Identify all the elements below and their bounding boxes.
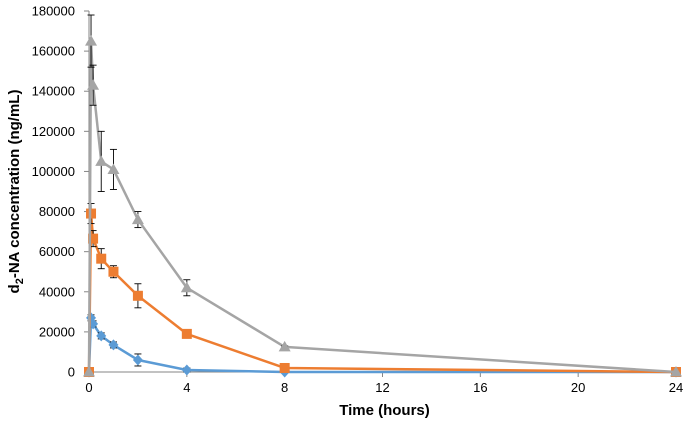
x-tick-label: 4 — [183, 380, 190, 395]
axes: 0 20000 40000 60000 80000 100000 120000 140000 1… — [32, 4, 684, 396]
x-tick-label: 24 — [669, 380, 683, 395]
data-point-triangle — [278, 340, 291, 352]
data-point-diamond — [108, 339, 119, 351]
data-point-square — [279, 362, 290, 373]
data-point-diamond — [132, 354, 143, 366]
data-point-triangle — [85, 35, 98, 46]
data-point-triangle — [83, 366, 95, 377]
data-point-square — [96, 253, 107, 264]
x-tick-label: 16 — [473, 380, 487, 395]
x-tick-label: 20 — [571, 380, 585, 395]
data-point-triangle — [95, 155, 108, 166]
y-tick-label: 60000 — [39, 244, 75, 259]
series-3 — [83, 14, 682, 377]
y-tick-label: 40000 — [39, 284, 75, 299]
x-tick-label: 8 — [281, 380, 288, 395]
series-line — [87, 39, 677, 374]
data-point-square — [108, 266, 119, 277]
y-axis-title-subscript: 2 — [14, 278, 26, 284]
x-axis-title: Time (hours) — [339, 402, 430, 419]
y-axis-title-rest: -NA concentration (ng/mL) — [6, 90, 23, 279]
y-tick-label: 0 — [68, 365, 75, 380]
x-tick-label: 12 — [375, 380, 389, 395]
y-axis-title: d2-NA concentration (ng/mL) — [6, 90, 26, 294]
data-point-diamond — [181, 364, 192, 376]
y-tick-label: 140000 — [32, 84, 75, 99]
series-layer — [83, 14, 682, 378]
data-point-triangle — [107, 163, 120, 174]
y-tick-label: 180000 — [32, 4, 75, 19]
data-point-triangle — [670, 366, 682, 377]
data-point-triangle — [87, 79, 100, 90]
data-point-triangle — [131, 213, 144, 225]
series-line — [87, 212, 677, 374]
data-point-square — [132, 290, 143, 301]
data-point-square — [88, 233, 99, 244]
data-point-triangle — [180, 281, 193, 293]
series-2 — [84, 203, 681, 377]
y-tick-label: 100000 — [32, 164, 75, 179]
y-tick-label: 160000 — [32, 44, 75, 59]
y-axis-title-main: d — [6, 284, 23, 293]
x-tick-label: 0 — [85, 380, 92, 395]
data-point-diamond — [96, 330, 107, 342]
y-tick-label: 120000 — [32, 124, 75, 139]
data-point-square — [181, 328, 192, 339]
y-tick-label: 20000 — [39, 324, 75, 339]
y-tick-label: 80000 — [39, 204, 75, 219]
